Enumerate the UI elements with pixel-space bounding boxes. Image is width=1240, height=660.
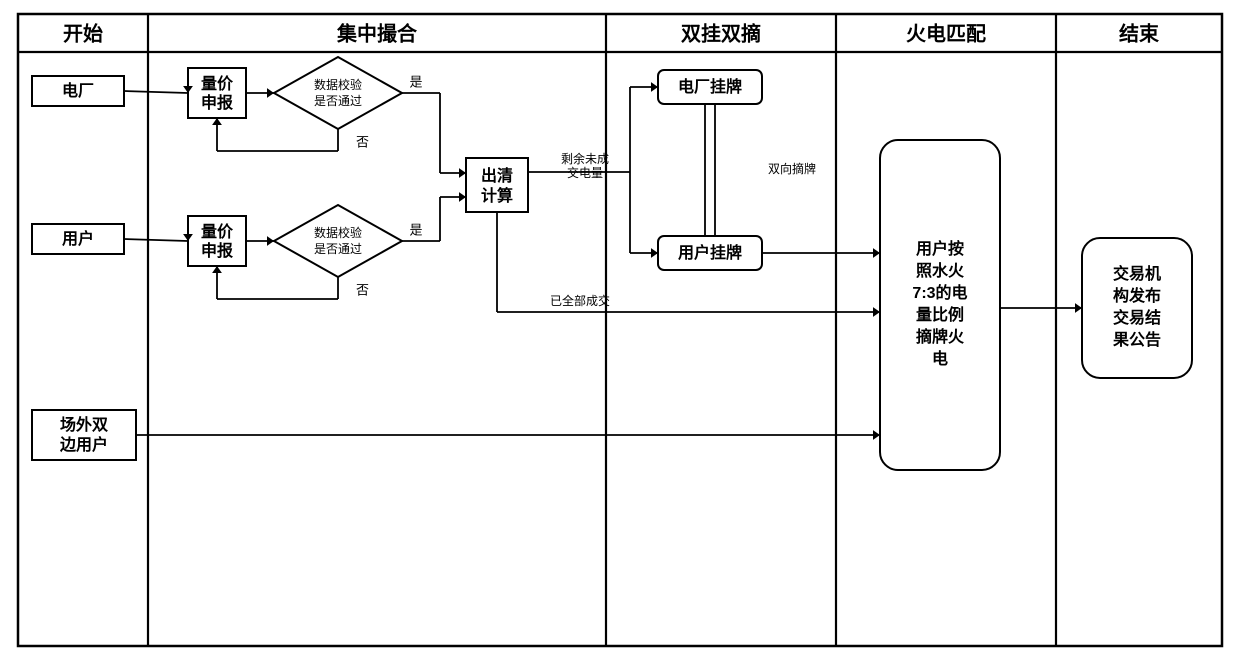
- svg-text:用户: 用户: [62, 229, 94, 248]
- svg-text:出清: 出清: [481, 166, 513, 185]
- svg-text:是: 是: [409, 222, 422, 237]
- svg-text:是否通过: 是否通过: [314, 94, 362, 108]
- svg-text:量比例: 量比例: [916, 305, 964, 324]
- svg-text:结束: 结束: [1119, 21, 1160, 45]
- svg-text:申报: 申报: [201, 93, 233, 112]
- svg-text:用户挂牌: 用户挂牌: [678, 243, 742, 262]
- svg-text:摘牌火: 摘牌火: [916, 327, 965, 346]
- svg-text:数据校验: 数据校验: [314, 225, 362, 240]
- svg-text:开始: 开始: [63, 21, 103, 45]
- svg-text:已全部成交: 已全部成交: [550, 293, 610, 308]
- svg-text:是: 是: [409, 74, 422, 89]
- svg-text:集中撮合: 集中撮合: [336, 21, 418, 45]
- svg-text:电厂: 电厂: [62, 81, 94, 100]
- svg-text:量价: 量价: [201, 223, 234, 241]
- svg-text:交电量: 交电量: [567, 165, 603, 180]
- svg-text:否: 否: [356, 134, 369, 149]
- svg-text:电厂挂牌: 电厂挂牌: [678, 77, 742, 96]
- svg-text:是否通过: 是否通过: [314, 242, 362, 256]
- flowchart-diagram: 开始集中撮合双挂双摘火电匹配结束电厂用户场外双边用户量价申报量价申报数据校验是否…: [10, 10, 1230, 650]
- svg-text:照水火: 照水火: [916, 261, 965, 280]
- svg-text:电: 电: [932, 349, 948, 368]
- svg-text:剩余未成: 剩余未成: [561, 151, 609, 166]
- svg-text:双向摘牌: 双向摘牌: [768, 161, 816, 176]
- svg-text:7:3的电: 7:3的电: [912, 283, 967, 302]
- svg-text:量价: 量价: [201, 75, 234, 93]
- svg-text:构发布: 构发布: [1113, 286, 1161, 305]
- svg-text:申报: 申报: [201, 241, 233, 260]
- svg-text:交易结: 交易结: [1113, 308, 1161, 327]
- svg-text:果公告: 果公告: [1112, 330, 1161, 349]
- svg-text:火电匹配: 火电匹配: [906, 22, 986, 45]
- svg-text:计算: 计算: [481, 186, 513, 205]
- svg-text:数据校验: 数据校验: [314, 77, 362, 92]
- svg-text:场外双: 场外双: [60, 415, 108, 434]
- svg-text:用户按: 用户按: [916, 239, 964, 258]
- svg-text:否: 否: [356, 282, 369, 297]
- svg-text:交易机: 交易机: [1113, 264, 1161, 283]
- svg-text:边用户: 边用户: [59, 435, 108, 454]
- svg-text:双挂双摘: 双挂双摘: [681, 21, 761, 45]
